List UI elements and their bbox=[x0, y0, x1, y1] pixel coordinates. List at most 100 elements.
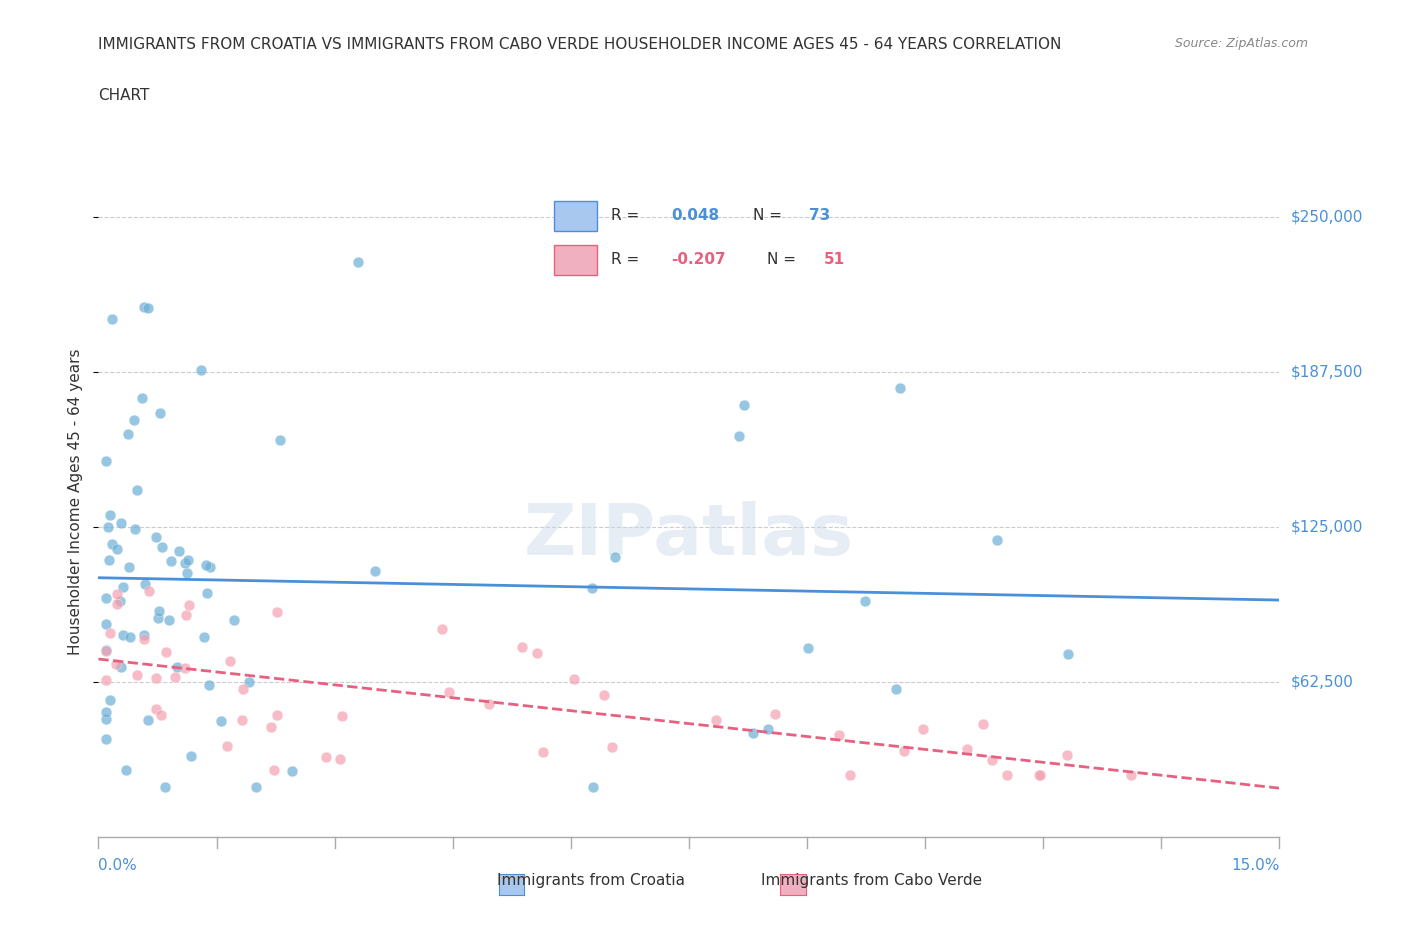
Text: Immigrants from Croatia: Immigrants from Croatia bbox=[496, 873, 685, 888]
Point bbox=[96, 591, 118, 605]
Point bbox=[97, 552, 120, 567]
Point bbox=[218, 654, 240, 669]
Text: $187,500: $187,500 bbox=[1291, 365, 1362, 379]
Point bbox=[1028, 767, 1050, 782]
Point bbox=[329, 751, 352, 766]
Point bbox=[150, 539, 173, 554]
Point bbox=[955, 741, 977, 756]
Point bbox=[581, 580, 603, 595]
Point bbox=[132, 300, 155, 315]
Point bbox=[96, 617, 118, 631]
Point bbox=[437, 684, 460, 699]
Point bbox=[176, 565, 198, 580]
Point bbox=[124, 522, 146, 537]
Point bbox=[796, 641, 818, 656]
Point bbox=[145, 702, 167, 717]
Point bbox=[728, 428, 751, 443]
Point bbox=[96, 643, 118, 658]
Point bbox=[432, 622, 454, 637]
Text: Immigrants from Cabo Verde: Immigrants from Cabo Verde bbox=[761, 873, 983, 888]
Text: ZIPatlas: ZIPatlas bbox=[524, 501, 853, 570]
Point bbox=[197, 677, 219, 692]
Point bbox=[215, 739, 238, 754]
Point bbox=[347, 254, 370, 269]
Point bbox=[110, 515, 132, 530]
Point bbox=[117, 427, 139, 442]
Text: 0.0%: 0.0% bbox=[98, 857, 138, 872]
Point bbox=[765, 707, 787, 722]
Point bbox=[828, 728, 851, 743]
Point bbox=[138, 712, 160, 727]
Point bbox=[238, 674, 260, 689]
Point bbox=[742, 725, 765, 740]
Point bbox=[173, 661, 195, 676]
Point bbox=[269, 432, 291, 447]
Point bbox=[245, 780, 267, 795]
Point bbox=[911, 722, 934, 737]
Point bbox=[131, 391, 153, 405]
Point bbox=[153, 780, 176, 795]
Point bbox=[166, 659, 188, 674]
Point bbox=[105, 597, 128, 612]
Point bbox=[704, 712, 727, 727]
Point bbox=[177, 597, 200, 612]
Point bbox=[531, 744, 554, 759]
Point bbox=[995, 767, 1018, 782]
Point bbox=[98, 625, 121, 640]
Point bbox=[893, 743, 915, 758]
Point bbox=[330, 709, 353, 724]
Point bbox=[138, 584, 160, 599]
Point bbox=[177, 553, 200, 568]
Point bbox=[603, 550, 626, 565]
Point bbox=[174, 555, 197, 570]
Point bbox=[96, 704, 118, 719]
Point bbox=[733, 397, 755, 412]
Point bbox=[110, 659, 132, 674]
Point bbox=[96, 644, 118, 658]
Text: $62,500: $62,500 bbox=[1291, 674, 1354, 689]
Point bbox=[108, 593, 131, 608]
Point bbox=[112, 579, 135, 594]
Text: IMMIGRANTS FROM CROATIA VS IMMIGRANTS FROM CABO VERDE HOUSEHOLDER INCOME AGES 45: IMMIGRANTS FROM CROATIA VS IMMIGRANTS FR… bbox=[98, 37, 1062, 52]
Point bbox=[510, 640, 533, 655]
Point bbox=[266, 708, 288, 723]
Point bbox=[134, 632, 156, 647]
Point bbox=[104, 656, 127, 671]
Point bbox=[180, 749, 202, 764]
Point bbox=[1056, 748, 1078, 763]
Point bbox=[105, 586, 128, 601]
Point bbox=[478, 697, 501, 711]
Point bbox=[195, 585, 218, 600]
Point bbox=[105, 542, 128, 557]
Point bbox=[97, 519, 120, 534]
Point bbox=[148, 604, 170, 618]
Point bbox=[1119, 767, 1142, 782]
Point bbox=[756, 722, 779, 737]
Text: Source: ZipAtlas.com: Source: ZipAtlas.com bbox=[1174, 37, 1308, 50]
Point bbox=[259, 720, 281, 735]
Point bbox=[582, 779, 605, 794]
Point bbox=[266, 604, 288, 619]
Point bbox=[855, 594, 877, 609]
Point bbox=[118, 560, 141, 575]
Point bbox=[149, 405, 172, 420]
Point bbox=[146, 610, 169, 625]
Point bbox=[98, 508, 121, 523]
Text: CHART: CHART bbox=[98, 88, 150, 103]
Y-axis label: Householder Income Ages 45 - 64 years: Householder Income Ages 45 - 64 years bbox=[67, 349, 83, 656]
Point bbox=[981, 752, 1004, 767]
Point bbox=[132, 628, 155, 643]
Point bbox=[209, 713, 232, 728]
Point bbox=[174, 608, 197, 623]
Text: 15.0%: 15.0% bbox=[1232, 857, 1279, 872]
Point bbox=[364, 564, 387, 578]
Point bbox=[1057, 646, 1080, 661]
Point bbox=[101, 312, 124, 326]
Point bbox=[118, 630, 141, 644]
Point bbox=[111, 628, 134, 643]
Point bbox=[125, 483, 148, 498]
Point bbox=[222, 613, 245, 628]
Point bbox=[96, 454, 118, 469]
Point bbox=[134, 577, 156, 591]
Point bbox=[232, 682, 254, 697]
